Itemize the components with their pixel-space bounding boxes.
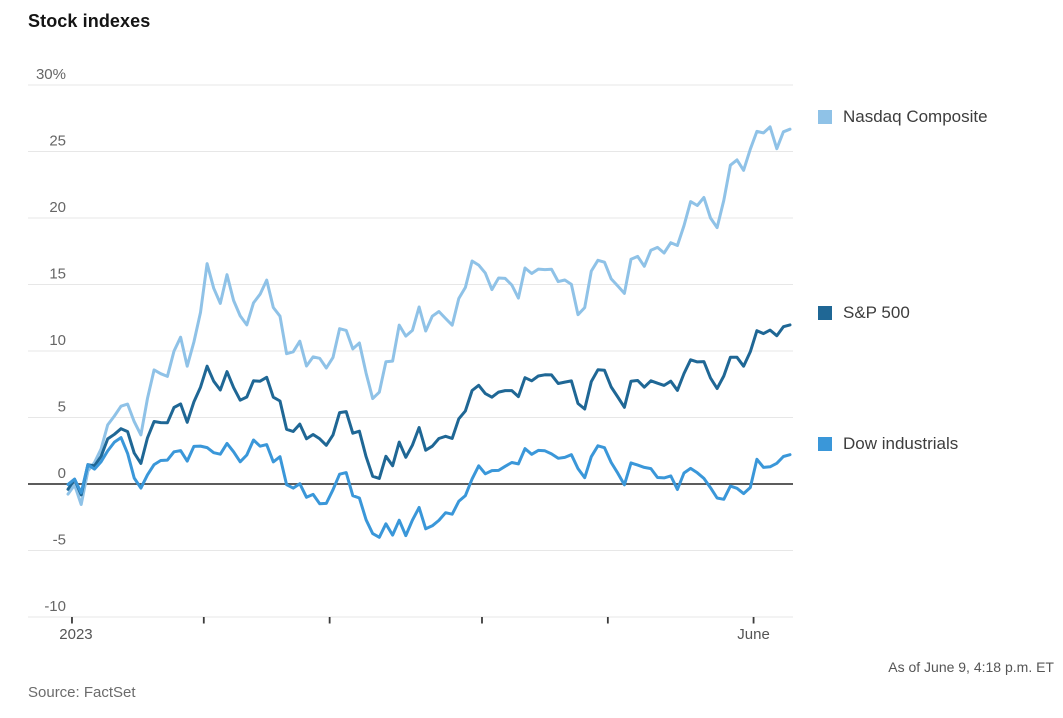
legend-label-nasdaq: Nasdaq Composite xyxy=(843,107,988,126)
series-line-s-p-500 xyxy=(66,323,792,497)
y-tick-label: 30% xyxy=(36,66,66,83)
legend-swatch-sp500-icon xyxy=(818,306,832,320)
y-tick-label: -5 xyxy=(53,532,66,549)
legend-label-dow: Dow industrials xyxy=(843,434,959,453)
y-tick-label: 10 xyxy=(49,332,66,349)
y-tick-label: 25 xyxy=(49,133,66,150)
legend-swatch-dow-icon xyxy=(818,437,832,451)
legend-item-nasdaq-composite: Nasdaq Composite xyxy=(818,107,988,127)
legend-label-sp500: S&P 500 xyxy=(843,303,910,322)
y-tick-label: 15 xyxy=(49,266,66,283)
series-line-dow-industrials xyxy=(66,436,792,539)
x-axis-label-june: June xyxy=(737,626,770,643)
source-note: Source: FactSet xyxy=(28,684,136,701)
legend-item-sp500: S&P 500 xyxy=(818,303,910,323)
y-tick-label: 5 xyxy=(58,399,66,416)
y-tick-label: -10 xyxy=(44,598,66,615)
chart-title: Stock indexes xyxy=(28,11,151,31)
series-line-nasdaq-composite xyxy=(66,125,792,506)
legend-swatch-nasdaq-icon xyxy=(818,110,832,124)
legend-item-dow-industrials: Dow industrials xyxy=(818,434,958,454)
as-of-timestamp: As of June 9, 4:18 p.m. ET xyxy=(888,659,1054,675)
y-tick-label: 0 xyxy=(58,465,66,482)
x-axis-label-2023: 2023 xyxy=(59,626,93,643)
y-tick-label: 20 xyxy=(49,199,66,216)
